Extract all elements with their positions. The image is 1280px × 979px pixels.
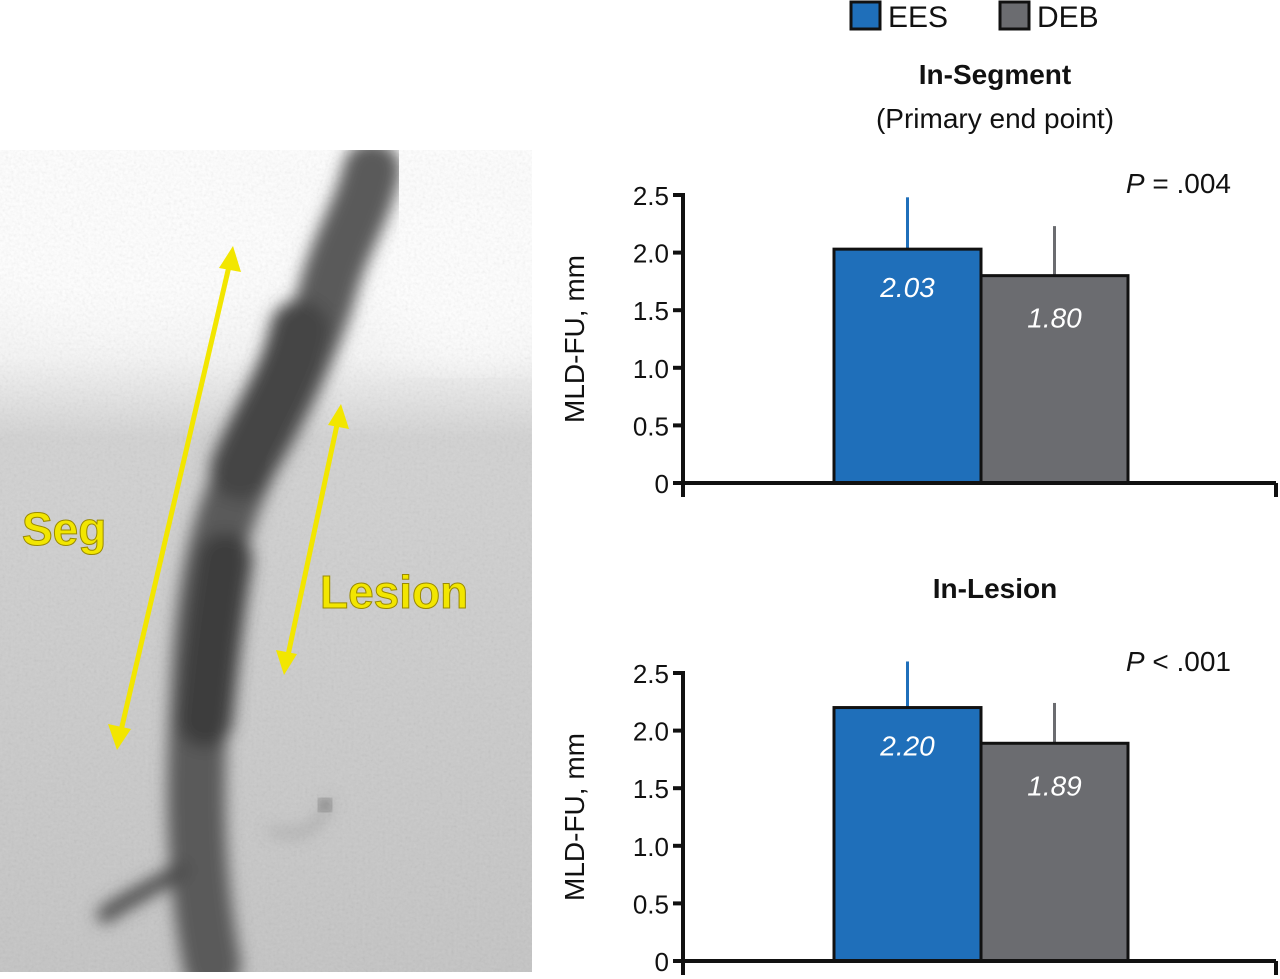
y-tick-label: 2.0 bbox=[633, 239, 669, 269]
p-value: P = .004 bbox=[1126, 168, 1231, 199]
panel-title-in-segment: In-Segment bbox=[919, 59, 1071, 90]
y-tick-label: 0 bbox=[655, 469, 669, 499]
y-tick-label: 2.5 bbox=[633, 659, 669, 689]
y-tick-label: 2.5 bbox=[633, 181, 669, 211]
y-axis-label: MLD-FU, mm bbox=[559, 733, 590, 901]
lesion-arrow bbox=[276, 404, 349, 675]
legend-swatch-deb bbox=[998, 0, 1031, 31]
lesion-label: Lesion bbox=[320, 566, 468, 618]
panel-subtitle-in-segment: (Primary end point) bbox=[876, 103, 1114, 134]
y-tick-label: 1.5 bbox=[633, 774, 669, 804]
bar-deb bbox=[979, 274, 1130, 485]
angiogram-image: Seg Lesion bbox=[0, 150, 532, 972]
legend-label-deb: DEB bbox=[1037, 1, 1099, 34]
legend-label-ees: EES bbox=[888, 1, 948, 34]
data-label-deb: 1.89 bbox=[1027, 770, 1082, 801]
y-tick-label: 0 bbox=[655, 947, 669, 977]
y-tick-label: 1.5 bbox=[633, 296, 669, 326]
seg-arrow bbox=[108, 246, 241, 750]
data-label-ees: 2.03 bbox=[879, 272, 935, 303]
y-tick-label: 1.0 bbox=[633, 832, 669, 862]
bar-ees bbox=[832, 706, 983, 963]
y-axis-label: MLD-FU, mm bbox=[559, 255, 590, 423]
y-tick-label: 1.0 bbox=[633, 354, 669, 384]
data-label-ees: 2.20 bbox=[879, 731, 935, 762]
data-label-deb: 1.80 bbox=[1027, 303, 1082, 334]
seg-label: Seg bbox=[22, 503, 106, 555]
y-tick-label: 2.0 bbox=[633, 717, 669, 747]
p-value: P < .001 bbox=[1126, 646, 1231, 677]
legend: EES DEB bbox=[849, 0, 1099, 34]
panel-title-in-lesion: In-Lesion bbox=[933, 573, 1057, 604]
legend-swatch-ees bbox=[849, 0, 882, 31]
bar-ees bbox=[832, 247, 983, 485]
y-tick-label: 0.5 bbox=[633, 411, 669, 441]
y-tick-label: 0.5 bbox=[633, 889, 669, 919]
